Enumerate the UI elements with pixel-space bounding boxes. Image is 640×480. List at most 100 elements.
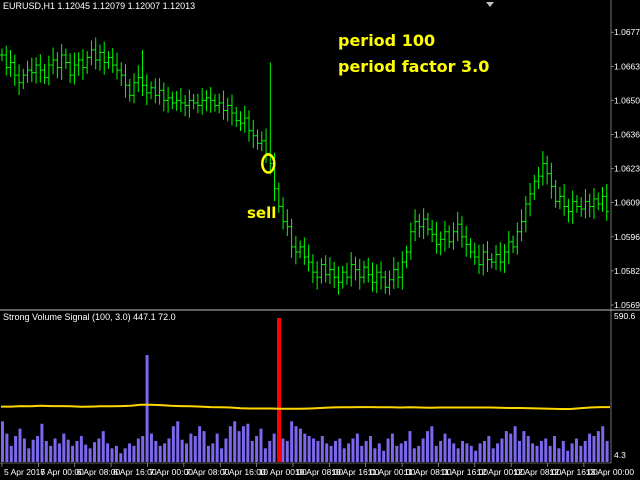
volume-bar: [307, 436, 311, 462]
volume-bar: [14, 436, 18, 462]
price-bar: [51, 47, 56, 75]
price-bar: [225, 97, 230, 122]
price-bar: [97, 44, 102, 71]
volume-bar: [233, 421, 237, 462]
sell-signal-marker: [261, 153, 276, 174]
price-bar: [498, 242, 503, 272]
volume-bar: [561, 440, 565, 462]
volume-bar: [22, 438, 26, 462]
symbol-info: EURUSD,H1 1.12045 1.12079 1.12007 1.1201…: [3, 1, 195, 11]
volume-bar: [141, 436, 145, 462]
volume-bar: [281, 438, 285, 462]
price-bar: [63, 48, 68, 69]
time-tick-label: 6 Apr 08:00: [77, 467, 121, 477]
volume-bar: [272, 433, 276, 462]
price-bar: [46, 55, 51, 86]
price-bar: [144, 74, 149, 106]
volume-bar: [461, 440, 465, 462]
volume-bar: [605, 440, 609, 462]
price-bar: [523, 196, 528, 233]
price-bar: [451, 222, 456, 250]
volume-bar: [167, 438, 171, 462]
volume-bar: [478, 443, 482, 462]
volume-bar: [421, 438, 425, 462]
volume-bar: [206, 445, 210, 462]
price-bar: [528, 183, 533, 217]
price-bar: [89, 40, 94, 66]
volume-bar: [66, 439, 70, 462]
volume-bar: [439, 440, 443, 462]
volume-bar: [399, 443, 403, 462]
volume-bar: [583, 440, 587, 462]
volume-bar: [373, 448, 377, 462]
price-bar: [357, 258, 362, 290]
volume-bar: [364, 440, 368, 462]
price-bar: [12, 54, 17, 87]
average-volume-line: [1, 403, 610, 410]
price-bar: [579, 197, 584, 217]
price-bar: [302, 237, 307, 265]
price-bar: [604, 184, 609, 221]
volume-bar: [250, 440, 254, 462]
price-bar: [413, 209, 418, 242]
price-bar: [455, 211, 460, 242]
volume-bar: [408, 431, 412, 462]
volume-bar: [49, 445, 53, 462]
volume-bar: [88, 448, 92, 462]
time-tick-label: 10 Apr 16:00: [331, 467, 379, 477]
volume-bar: [465, 443, 469, 462]
price-bar: [38, 54, 43, 83]
volume-bar: [106, 443, 110, 462]
price-bar: [8, 50, 13, 77]
price-bar: [157, 77, 162, 105]
price-tick-label: 1.06365: [614, 130, 640, 140]
volume-bar: [329, 445, 333, 462]
volume-bar: [193, 436, 197, 462]
volume-bar: [31, 439, 35, 462]
time-tick-label: 6 Apr 16:00: [113, 467, 157, 477]
volume-panel[interactable]: [1, 318, 610, 462]
price-bar: [153, 78, 158, 104]
price-bar: [379, 261, 384, 290]
volume-bar: [84, 444, 88, 462]
price-bar: [545, 155, 550, 185]
price-bar: [344, 262, 349, 286]
volume-bar: [390, 433, 394, 462]
price-bar: [502, 244, 507, 273]
price-bar: [276, 182, 281, 213]
volume-bar: [5, 433, 9, 462]
price-bar: [464, 225, 469, 257]
chart-shift-icon[interactable]: [486, 2, 494, 7]
volume-bar: [579, 445, 583, 462]
price-bar: [438, 231, 443, 256]
price-panel[interactable]: [0, 37, 609, 296]
volume-bar: [504, 431, 508, 462]
price-bar: [289, 218, 294, 258]
volume-bar: [75, 440, 79, 462]
volume-bar: [290, 421, 294, 462]
price-bar: [59, 44, 64, 80]
time-tick-label: 10 Apr 00:00: [259, 467, 307, 477]
price-bar: [17, 64, 22, 96]
volume-bar: [382, 450, 386, 462]
price-bar: [396, 261, 401, 289]
volume-bar: [592, 436, 596, 462]
volume-bar: [500, 438, 504, 462]
price-bar: [447, 225, 452, 249]
volume-bar: [351, 438, 355, 462]
price-bar: [247, 110, 252, 142]
volume-bar: [456, 448, 460, 462]
volume-bar: [404, 440, 408, 462]
volume-bar: [355, 433, 359, 462]
price-tick-label: 1.05960: [614, 232, 640, 242]
time-tick-label: 7 Apr 08:00: [186, 467, 230, 477]
price-bar: [425, 212, 430, 236]
volume-bar: [176, 421, 180, 462]
volume-bar: [469, 445, 473, 462]
annotation-period: period 100: [338, 31, 435, 50]
price-bar: [114, 52, 119, 80]
volume-bar: [298, 428, 302, 462]
price-bar: [557, 187, 562, 210]
